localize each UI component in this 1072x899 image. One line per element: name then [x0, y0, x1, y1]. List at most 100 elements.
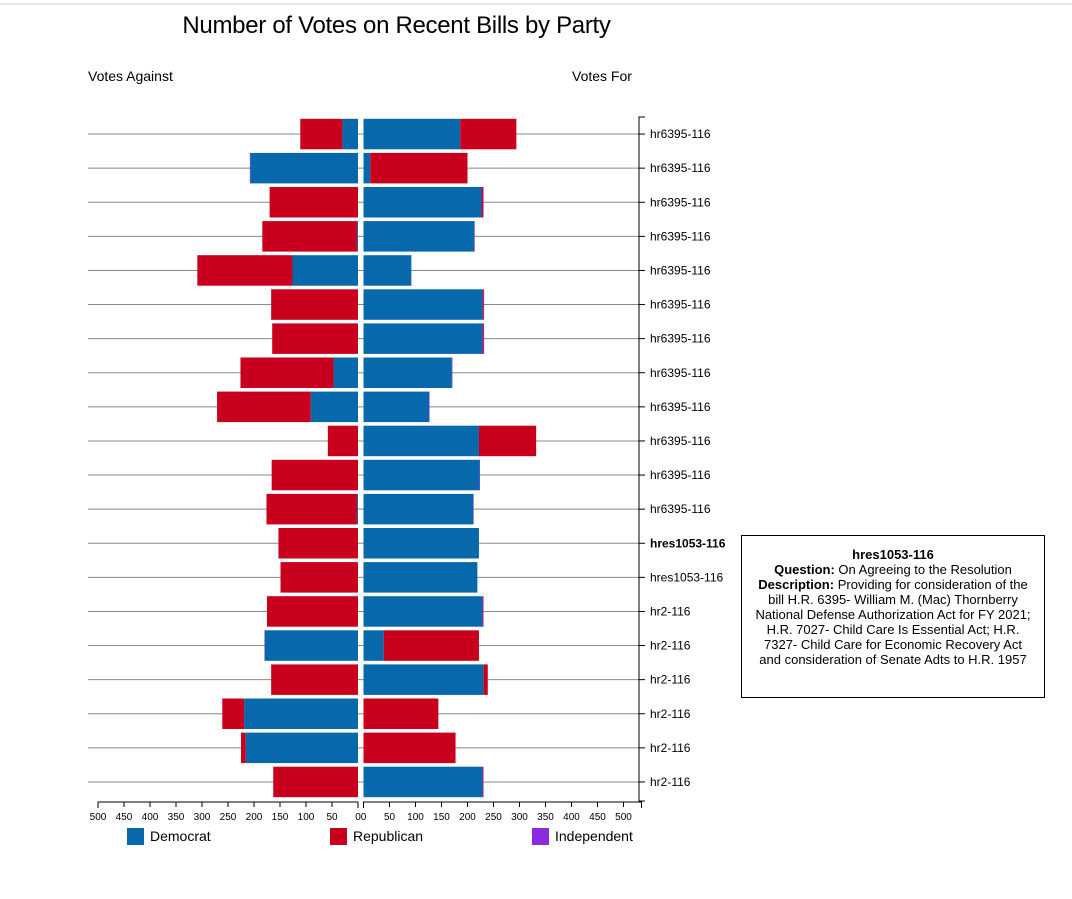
x-tick-label-for: 0	[361, 812, 367, 823]
x-axis-for	[363, 801, 642, 808]
x-tick-label-against: 150	[272, 812, 289, 823]
category-label: hr6395-116	[650, 502, 711, 516]
legend-swatch-independent	[532, 827, 549, 845]
bar-against-democrat	[264, 630, 358, 661]
bar-for-republican	[363, 698, 439, 729]
bar-against-republican	[217, 391, 311, 423]
bar-against-democrat	[310, 391, 358, 423]
category-label: hr6395-116	[650, 366, 711, 380]
x-tick-label-for: 400	[563, 812, 580, 823]
category-label: hr2-116	[650, 639, 691, 653]
category-label: hr6395-116	[650, 127, 711, 141]
x-tick-label-for: 150	[433, 812, 450, 823]
bar-for-democrat	[363, 630, 384, 661]
bar-for-republican	[363, 732, 456, 764]
category-label: hr6395-116	[650, 229, 711, 243]
bar-against-republican	[272, 323, 358, 354]
bar-for-democrat	[363, 766, 483, 798]
category-label: hr2-116	[650, 604, 691, 618]
bar-against-republican	[300, 118, 343, 150]
x-tick-label-for: 450	[589, 812, 606, 823]
bar-for-democrat	[363, 323, 483, 354]
bar-for-republican	[481, 187, 484, 218]
bar-for-republican	[482, 596, 484, 627]
legend-independent: Independent	[532, 826, 633, 846]
bar-against-republican	[241, 732, 246, 764]
bar-for-democrat	[363, 221, 475, 252]
x-tick-label-for: 250	[485, 812, 502, 823]
x-tick-label-against: 300	[194, 812, 211, 823]
bar-against-democrat	[292, 255, 358, 286]
bar-for-democrat	[363, 425, 479, 457]
bar-against-independent	[264, 630, 265, 661]
legend-label-independent: Independent	[555, 828, 633, 844]
bar-for-democrat	[363, 562, 478, 593]
x-tick-label-against: 450	[116, 812, 133, 823]
chart-title: Number of Votes on Recent Bills by Party	[182, 12, 611, 39]
x-tick-label-against: 400	[142, 812, 159, 823]
x-tick-label-for: 50	[384, 812, 396, 823]
category-label: hr6395-116	[650, 400, 711, 414]
bar-for-democrat	[363, 152, 371, 184]
bar-against-republican	[278, 528, 358, 559]
category-label: hres1053-116	[650, 570, 723, 584]
legend-label-democrat: Democrat	[150, 828, 211, 844]
x-tick-label-against: 100	[298, 812, 315, 823]
category-label: hr6395-116	[650, 263, 711, 277]
legend-republican: Republican	[330, 826, 423, 846]
bar-against-republican	[197, 255, 293, 286]
tooltip-question: Question: On Agreeing to the Resolution	[754, 562, 1032, 577]
bar-against-republican	[267, 596, 358, 627]
bar-for-independent	[479, 459, 480, 491]
bar-for-democrat	[363, 596, 483, 627]
x-tick-label-for: 100	[407, 812, 424, 823]
category-label: hr2-116	[650, 741, 691, 755]
bar-for-democrat	[363, 459, 480, 491]
x-tick-label-against: 0	[355, 812, 361, 823]
votes-against-label: Votes Against	[88, 68, 173, 84]
bar-for-republican	[482, 289, 484, 320]
bar-against-republican	[240, 357, 334, 388]
category-label: hr2-116	[650, 775, 691, 789]
category-label: hr6395-116	[650, 161, 711, 175]
x-tick-label-for: 350	[537, 812, 554, 823]
bar-for-independent	[483, 289, 485, 320]
bar-for-republican	[460, 118, 517, 150]
bar-against-democrat	[250, 152, 358, 184]
bar-for-independent	[473, 493, 474, 525]
x-tick-label-against: 50	[326, 812, 338, 823]
tooltip-question-label: Question:	[774, 562, 835, 577]
bar-for-democrat	[363, 493, 474, 525]
category-label: hr6395-116	[650, 434, 711, 448]
bar-against-independent	[249, 152, 251, 184]
bar-for-independent	[451, 357, 453, 388]
bar-against-democrat	[356, 221, 358, 252]
x-tick-label-for: 500	[615, 812, 632, 823]
bar-against-republican	[222, 698, 245, 729]
x-tick-label-against: 350	[168, 812, 185, 823]
bar-for-independent	[429, 391, 430, 423]
bar-for-democrat	[363, 289, 483, 320]
bar-against-republican	[266, 493, 357, 525]
tooltip-title: hres1053-116	[852, 547, 934, 562]
bar-against-republican	[269, 187, 358, 218]
bar-against-republican	[271, 459, 358, 491]
bar-for-independent	[483, 596, 484, 627]
x-tick-label-against: 250	[220, 812, 237, 823]
bar-for-democrat	[363, 118, 461, 150]
category-axis	[638, 116, 645, 802]
bar-against-republican	[273, 766, 358, 798]
x-tick-label-for: 200	[459, 812, 476, 823]
bar-for-independent	[483, 187, 484, 218]
legend-label-republican: Republican	[353, 828, 424, 844]
bar-for-republican	[483, 664, 488, 695]
category-label: hr6395-116	[650, 195, 711, 209]
legend-swatch-republican	[330, 827, 347, 845]
tooltip-description-label: Description:	[758, 577, 835, 592]
bar-for-republican	[478, 425, 537, 457]
category-label: hr2-116	[650, 707, 691, 721]
bar-against-democrat	[342, 118, 358, 150]
x-tick-label-against: 200	[246, 812, 263, 823]
tooltip-description-text: Providing for consideration of the bill …	[755, 577, 1031, 667]
